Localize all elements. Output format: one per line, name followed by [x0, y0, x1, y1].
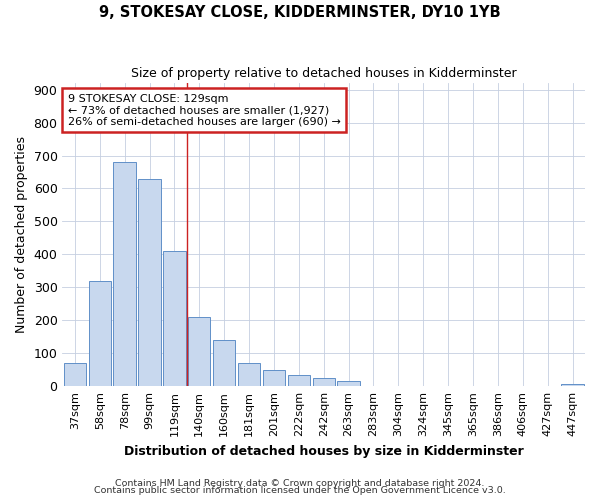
X-axis label: Distribution of detached houses by size in Kidderminster: Distribution of detached houses by size … — [124, 444, 524, 458]
Bar — [263, 370, 285, 386]
Y-axis label: Number of detached properties: Number of detached properties — [15, 136, 28, 333]
Bar — [139, 178, 161, 386]
Bar — [89, 280, 111, 386]
Bar — [113, 162, 136, 386]
Text: 9 STOKESAY CLOSE: 129sqm
← 73% of detached houses are smaller (1,927)
26% of sem: 9 STOKESAY CLOSE: 129sqm ← 73% of detach… — [68, 94, 341, 127]
Bar — [337, 381, 360, 386]
Bar — [64, 363, 86, 386]
Title: Size of property relative to detached houses in Kidderminster: Size of property relative to detached ho… — [131, 68, 517, 80]
Bar — [562, 384, 584, 386]
Bar — [163, 251, 185, 386]
Bar — [287, 374, 310, 386]
Text: Contains HM Land Registry data © Crown copyright and database right 2024.: Contains HM Land Registry data © Crown c… — [115, 478, 485, 488]
Text: Contains public sector information licensed under the Open Government Licence v3: Contains public sector information licen… — [94, 486, 506, 495]
Bar — [188, 317, 211, 386]
Bar — [213, 340, 235, 386]
Text: 9, STOKESAY CLOSE, KIDDERMINSTER, DY10 1YB: 9, STOKESAY CLOSE, KIDDERMINSTER, DY10 1… — [99, 5, 501, 20]
Bar — [313, 378, 335, 386]
Bar — [238, 363, 260, 386]
